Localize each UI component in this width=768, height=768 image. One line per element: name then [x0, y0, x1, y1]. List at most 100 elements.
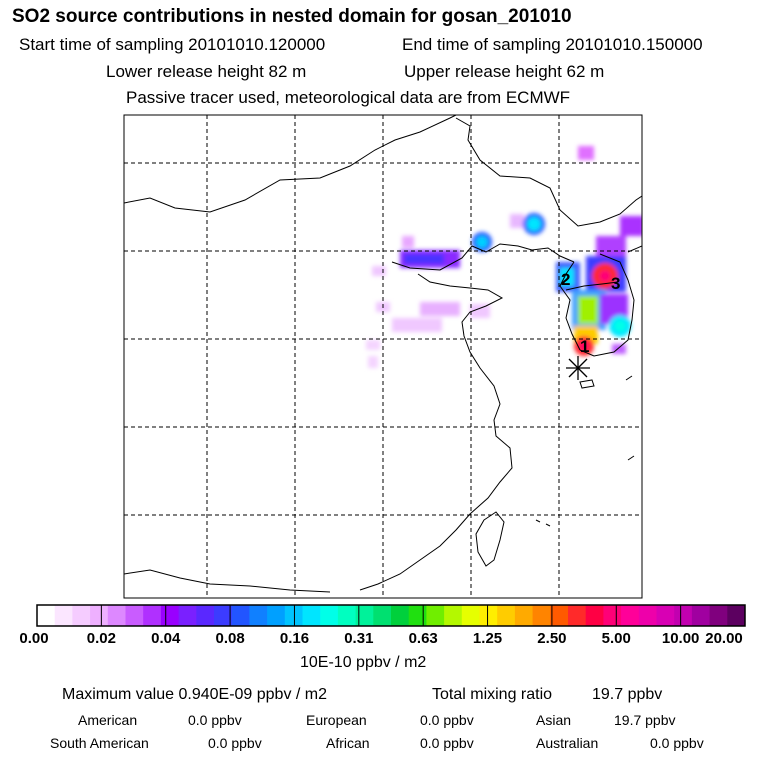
source-markers: 1 2 3 — [561, 270, 620, 356]
colorbar-swatch — [497, 605, 516, 626]
taiwan — [475, 511, 505, 567]
colorbar-swatch — [125, 605, 144, 626]
colorbar-swatch — [320, 605, 339, 626]
colorbar-swatch — [337, 605, 356, 626]
colorbar-swatch — [585, 605, 604, 626]
colorbar-swatch — [674, 605, 693, 626]
receptor-asterisk-icon — [566, 356, 590, 380]
plume-faint — [372, 266, 386, 276]
colorbar-swatch — [727, 605, 746, 626]
colorbar-tick-label: 0.63 — [408, 630, 438, 647]
plume-korea — [579, 341, 589, 351]
colorbar-tick-label: 0.31 — [344, 630, 374, 647]
region-value: 0.0 ppbv — [650, 735, 704, 751]
border-nk — [565, 281, 619, 291]
region-name: European — [306, 712, 367, 728]
region-name: African — [326, 735, 370, 751]
plume-faint — [402, 236, 414, 248]
region-name: American — [78, 712, 138, 728]
source-marker-2: 2 — [561, 270, 570, 289]
plume-faint — [366, 340, 380, 350]
hotspot — [527, 217, 541, 231]
region-value: 19.7 ppbv — [614, 712, 676, 728]
plume-faint — [392, 318, 442, 332]
coast-shandong — [359, 273, 513, 591]
colorbar-tick-label: 0.00 — [19, 630, 49, 647]
colorbar-swatch — [479, 605, 498, 626]
end-time-label: End time of sampling 20101010.150000 — [402, 35, 703, 54]
start-time-label: Start time of sampling 20101010.120000 — [19, 35, 326, 54]
colorbar-tick-label: 0.02 — [86, 630, 116, 647]
colorbar-tick-label: 20.00 — [705, 630, 743, 647]
maximum-value: Maximum value 0.940E-09 ppbv / m2 — [62, 686, 328, 703]
colorbar-swatch — [214, 605, 233, 626]
colorbar-swatch — [160, 605, 179, 626]
colorbar-swatch — [691, 605, 710, 626]
colorbar-swatch — [709, 605, 728, 626]
source-marker-3: 3 — [611, 274, 620, 293]
border-mongolia — [124, 115, 457, 213]
colorbar-swatch — [532, 605, 551, 626]
colorbar-swatch — [426, 605, 445, 626]
plume-faint — [470, 304, 490, 318]
coast-korea-east — [579, 253, 635, 357]
colorbar-swatch — [638, 605, 657, 626]
tracer-note: Passive tracer used, meteorological data… — [126, 88, 571, 107]
colorbar-swatch — [249, 605, 268, 626]
concentration-field — [366, 146, 642, 368]
colorbar-swatch — [90, 605, 109, 626]
region-value: 0.0 ppbv — [420, 712, 474, 728]
plume-faint — [420, 302, 460, 316]
colorbar-swatch — [408, 605, 427, 626]
region-name: Asian — [536, 712, 572, 728]
colorbar-swatch — [196, 605, 215, 626]
upper-release-height: Upper release height 62 m — [404, 62, 605, 81]
colorbar-swatch — [107, 605, 126, 626]
colorbar-tick-label: 1.25 — [472, 630, 503, 647]
region-value: 0.0 ppbv — [420, 735, 474, 751]
source-marker-1: 1 — [580, 337, 589, 356]
region-name: Australian — [536, 735, 599, 751]
colorbar-tick-label: 0.16 — [279, 630, 310, 647]
colorbar-unit: 10E-10 ppbv / m2 — [300, 654, 427, 671]
colorbar-tick-label: 5.00 — [601, 630, 631, 647]
colorbar-swatch — [302, 605, 321, 626]
plume-korea — [614, 320, 626, 332]
graticule — [124, 115, 642, 598]
colorbar-swatch — [54, 605, 73, 626]
plume-faint — [368, 356, 378, 368]
islands — [535, 375, 635, 527]
colorbar-tick-label: 10.00 — [661, 630, 700, 647]
plume-korea — [560, 268, 574, 286]
plume-faint — [510, 214, 524, 228]
plume-korea — [578, 296, 598, 324]
colorbar-swatch — [391, 605, 410, 626]
colorbar — [36, 605, 746, 626]
region-value: 0.0 ppbv — [188, 712, 242, 728]
lower-release-height: Lower release height 82 m — [106, 62, 307, 81]
coast-japan — [627, 245, 642, 253]
map-frame — [123, 114, 643, 599]
colorbar-swatch — [373, 605, 392, 626]
colorbar-swatch — [355, 605, 374, 626]
colorbar-swatch — [444, 605, 463, 626]
colorbar-tick-label: 0.04 — [151, 630, 181, 647]
colorbar-swatch — [178, 605, 197, 626]
plume-band — [404, 254, 444, 264]
colorbar-swatch — [656, 605, 675, 626]
total-mixing-ratio-label: Total mixing ratio — [432, 686, 553, 703]
plume-korea — [612, 344, 626, 354]
colorbar-swatch — [550, 605, 569, 626]
region-name: South American — [50, 735, 149, 751]
colorbar-swatch — [461, 605, 480, 626]
plume-korea — [599, 270, 611, 282]
plume-ne — [620, 216, 642, 236]
colorbar-swatch — [72, 605, 91, 626]
colorbar-swatch — [37, 605, 56, 626]
hainan-south — [124, 569, 331, 593]
colorbar-swatch — [284, 605, 303, 626]
plume-ne — [596, 236, 626, 256]
total-mixing-ratio-value: 19.7 ppbv — [592, 686, 663, 703]
map-title: SO2 source contributions in nested domai… — [12, 6, 572, 27]
colorbar-frame — [36, 604, 746, 627]
